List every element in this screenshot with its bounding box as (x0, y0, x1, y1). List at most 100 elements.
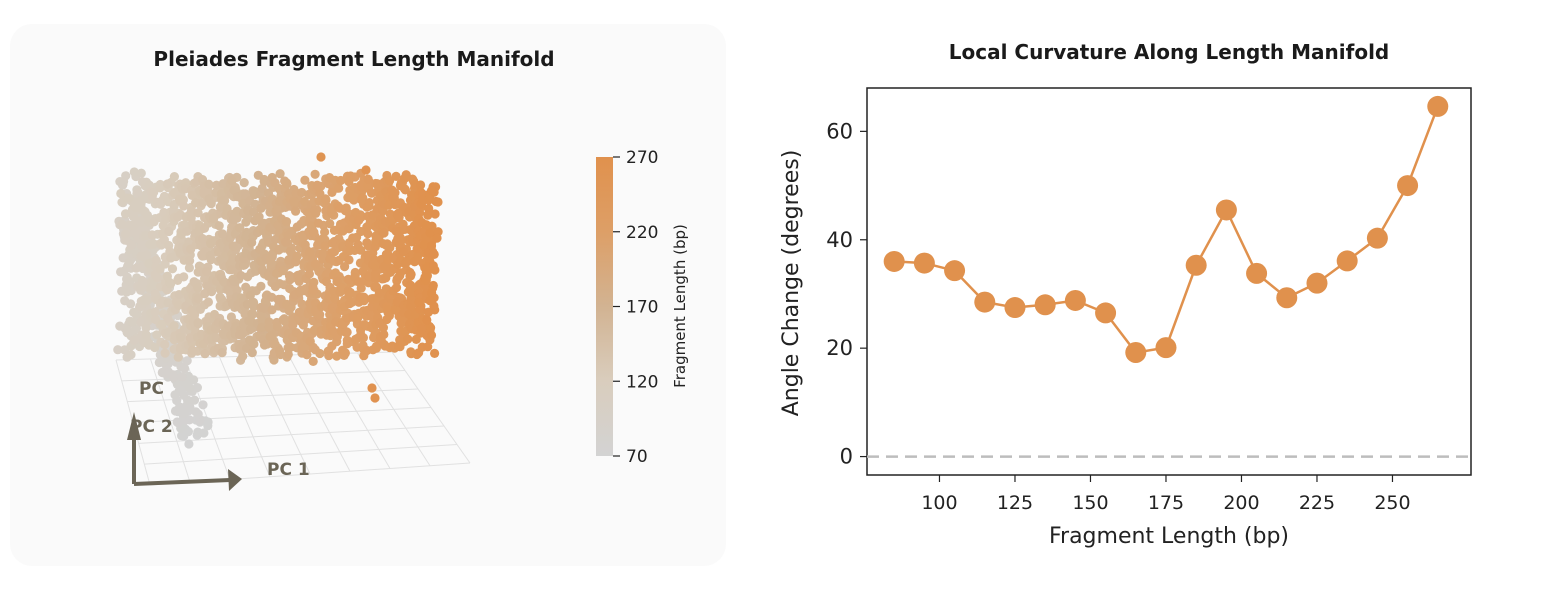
manifold-point (141, 330, 151, 340)
manifold-point (193, 294, 203, 304)
manifold-point (174, 402, 184, 413)
manifold-point (163, 313, 173, 323)
x-tick-label: 125 (997, 492, 1033, 514)
data-point (1366, 227, 1388, 249)
manifold-point (247, 237, 257, 248)
data-point (1185, 254, 1207, 276)
manifold-point (321, 195, 331, 205)
manifold-point (150, 342, 160, 353)
manifold-point (126, 350, 136, 360)
manifold-point (321, 277, 331, 287)
manifold-point (332, 276, 342, 287)
manifold-point (169, 321, 179, 331)
data-point (1125, 342, 1147, 364)
manifold-point (259, 174, 269, 185)
manifold-point (162, 271, 172, 281)
manifold-point (187, 190, 197, 200)
manifold-point (256, 203, 266, 213)
manifold-point (206, 199, 216, 209)
manifold-point (147, 230, 157, 240)
data-point (1095, 302, 1117, 324)
manifold-point (169, 172, 179, 182)
manifold-point (155, 183, 165, 193)
manifold-point (200, 349, 210, 359)
manifold-point (202, 267, 212, 277)
manifold-point (232, 285, 242, 295)
manifold-point (257, 183, 267, 193)
manifold-point (136, 168, 146, 178)
manifold-point (124, 276, 134, 286)
manifold-point (326, 208, 336, 218)
manifold-point (193, 208, 203, 218)
manifold-point (241, 232, 251, 242)
manifold-point (275, 169, 285, 179)
y-axis-label: Angle Change (degrees) (779, 150, 804, 417)
manifold-point (164, 226, 174, 237)
manifold-point (203, 297, 213, 307)
data-point (1034, 294, 1056, 316)
manifold-point (152, 273, 163, 283)
manifold-point (122, 287, 132, 297)
manifold-point (129, 167, 139, 177)
manifold-point (328, 248, 338, 258)
manifold-point (309, 285, 319, 295)
manifold-point (151, 314, 161, 325)
manifold-point (294, 307, 304, 317)
manifold-point (185, 256, 195, 266)
manifold-point (190, 310, 200, 320)
manifold-point (173, 352, 183, 362)
manifold-point (265, 222, 275, 233)
manifold-point (142, 250, 152, 260)
manifold-chart-title: Pleiades Fragment Length Manifold (153, 47, 555, 71)
manifold-point (320, 227, 330, 237)
manifold-point (120, 209, 131, 219)
manifold-point (283, 230, 293, 240)
manifold-point (209, 213, 219, 223)
manifold-point (126, 299, 136, 309)
manifold-point (325, 219, 335, 229)
manifold-point (182, 402, 192, 412)
manifold-point (214, 221, 224, 231)
manifold-point (309, 227, 319, 237)
manifold-point (206, 254, 216, 265)
manifold-point (264, 317, 274, 327)
manifold-point (284, 342, 294, 352)
manifold-point (294, 276, 304, 286)
x-tick-label: 250 (1374, 492, 1410, 514)
x-axis-label: Fragment Length (bp) (1049, 524, 1289, 549)
manifold-point (246, 324, 256, 334)
data-point (1064, 289, 1086, 311)
manifold-point (207, 287, 217, 297)
manifold-point (158, 221, 168, 231)
manifold-point (327, 341, 337, 351)
manifold-point (285, 246, 295, 256)
manifold-point (189, 395, 200, 405)
manifold-point (184, 415, 194, 425)
data-point (1306, 272, 1328, 294)
manifold-point (290, 197, 300, 207)
manifold-point (281, 237, 291, 247)
manifold-point (256, 311, 266, 321)
manifold-point (292, 251, 302, 261)
data-point (944, 260, 966, 282)
manifold-point (313, 218, 323, 228)
manifold-point (310, 169, 320, 179)
manifold-point (182, 226, 192, 236)
manifold-point (191, 198, 201, 208)
data-point (974, 291, 996, 313)
x-tick-label: 100 (921, 492, 957, 514)
manifold-point (174, 386, 184, 396)
manifold-point (172, 417, 182, 427)
manifold-point (311, 208, 321, 218)
manifold-point (116, 188, 126, 199)
manifold-point (259, 340, 270, 350)
manifold-point (265, 331, 275, 342)
manifold-point (304, 269, 314, 279)
manifold-point (332, 351, 342, 361)
manifold-point (157, 367, 167, 378)
manifold-point (324, 351, 334, 361)
manifold-point (141, 323, 151, 333)
manifold-point (133, 199, 143, 209)
data-point (1427, 95, 1449, 117)
manifold-point (278, 315, 288, 325)
